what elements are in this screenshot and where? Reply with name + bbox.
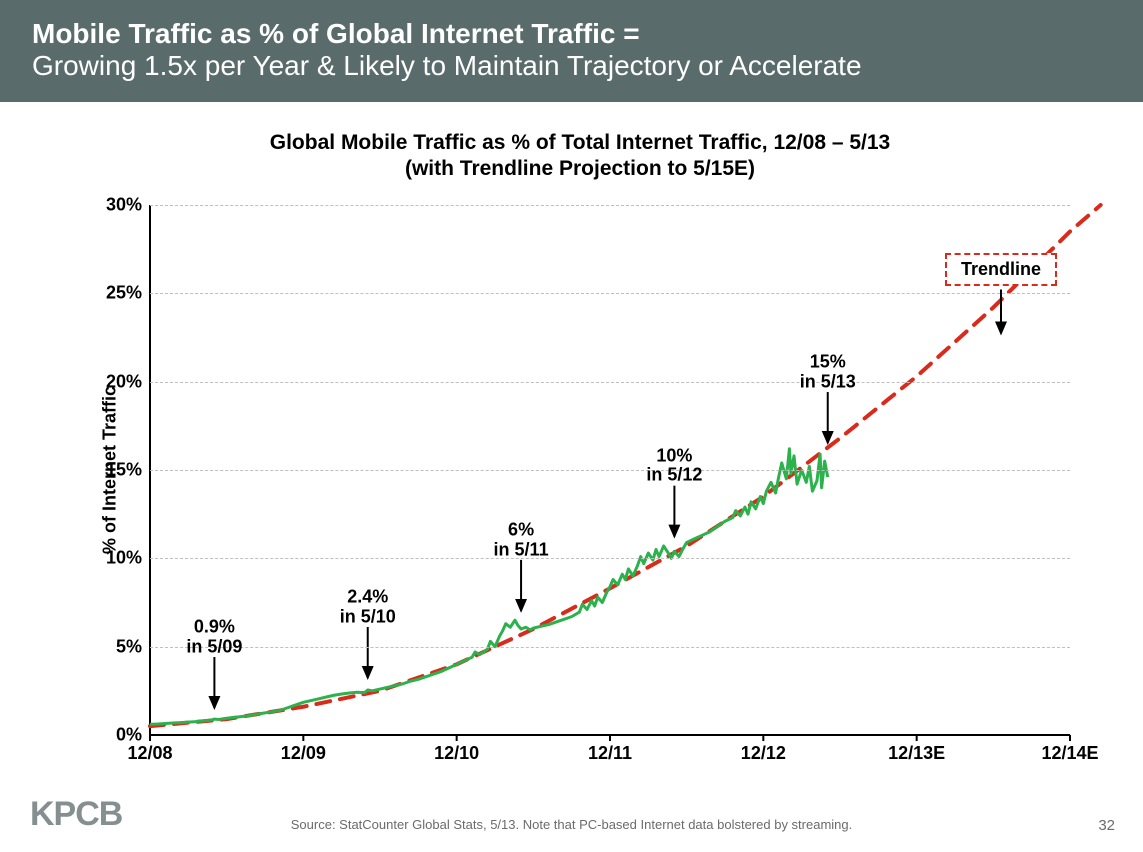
chart-container: Global Mobile Traffic as % of Total Inte…: [60, 130, 1100, 770]
callout-value: 0.9%: [186, 617, 242, 637]
y-tick-label: 20%: [106, 371, 142, 392]
callout-value: 2.4%: [340, 587, 396, 607]
gridline: [150, 647, 1070, 648]
callout-value: 6%: [494, 520, 549, 540]
chart-plot-area: % of Internet Traffic 0%5%10%15%20%25%30…: [150, 205, 1070, 735]
gridline: [150, 205, 1070, 206]
x-tick-label: 12/10: [434, 743, 479, 764]
footer-source-note: Source: StatCounter Global Stats, 5/13. …: [291, 817, 852, 832]
callout-date: in 5/11: [494, 540, 549, 560]
data-callout: 0.9%in 5/09: [186, 617, 242, 657]
header-title-line2: Growing 1.5x per Year & Likely to Mainta…: [32, 50, 1111, 82]
y-tick-label: 5%: [116, 636, 142, 657]
trendline-label: Trendline: [945, 253, 1057, 286]
chart-title-line2: (with Trendline Projection to 5/15E): [405, 157, 755, 180]
gridline: [150, 558, 1070, 559]
callout-date: in 5/13: [800, 372, 856, 392]
data-callout: 10%in 5/12: [646, 446, 702, 486]
callout-value: 10%: [646, 446, 702, 466]
x-tick-label: 12/12: [741, 743, 786, 764]
gridline: [150, 382, 1070, 383]
y-tick-label: 25%: [106, 283, 142, 304]
header-title-line1: Mobile Traffic as % of Global Internet T…: [32, 18, 1111, 50]
callout-date: in 5/09: [186, 637, 242, 657]
y-tick-label: 30%: [106, 195, 142, 216]
gridline: [150, 293, 1070, 294]
slide-header: Mobile Traffic as % of Global Internet T…: [0, 0, 1143, 102]
callout-date: in 5/12: [646, 466, 702, 486]
page-number: 32: [1098, 817, 1115, 834]
x-tick-label: 12/14E: [1041, 743, 1098, 764]
callout-value: 15%: [800, 352, 856, 372]
x-tick-label: 12/13E: [888, 743, 945, 764]
x-tick-label: 12/11: [588, 743, 632, 764]
x-tick-label: 12/08: [127, 743, 172, 764]
data-callout: 6%in 5/11: [494, 520, 549, 560]
x-tick-label: 12/09: [281, 743, 326, 764]
gridline: [150, 470, 1070, 471]
chart-title-line1: Global Mobile Traffic as % of Total Inte…: [270, 131, 890, 154]
y-tick-label: 15%: [106, 460, 142, 481]
data-callout: 15%in 5/13: [800, 352, 856, 392]
callout-date: in 5/10: [340, 607, 396, 627]
y-tick-label: 10%: [106, 548, 142, 569]
footer-logo: KPCB: [30, 795, 122, 834]
data-callout: 2.4%in 5/10: [340, 587, 396, 627]
chart-title: Global Mobile Traffic as % of Total Inte…: [60, 130, 1100, 183]
